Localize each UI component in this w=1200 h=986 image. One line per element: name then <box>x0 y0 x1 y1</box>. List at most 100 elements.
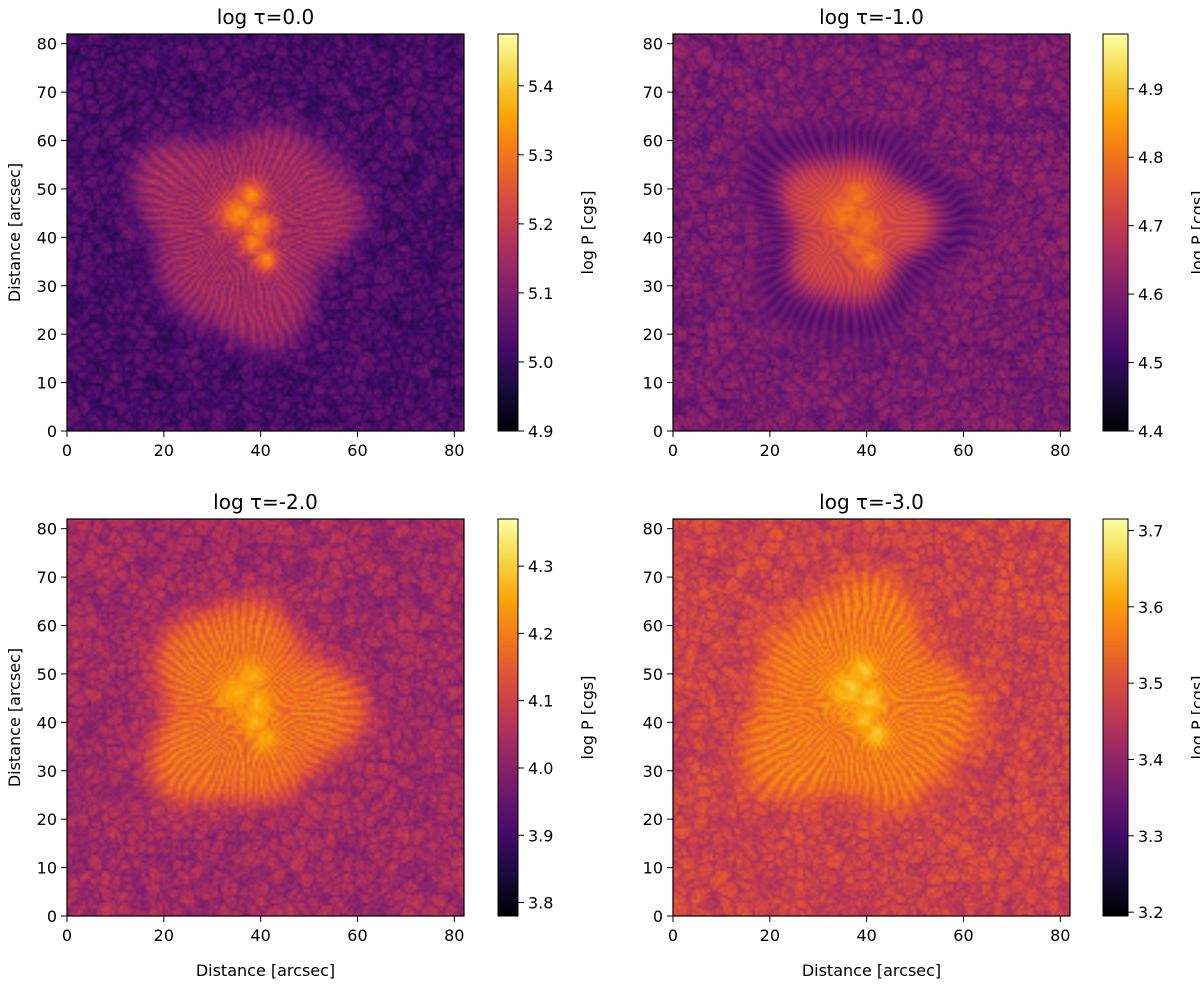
plot-frame <box>66 518 465 917</box>
y-tick-label: 70 <box>37 83 57 102</box>
colorbar-tick-label: 3.8 <box>528 894 553 913</box>
x-tick-label: 20 <box>760 441 780 460</box>
x-tick-label: 0 <box>668 926 678 945</box>
x-tick-label: 60 <box>953 441 973 460</box>
y-tick-label: 0 <box>47 422 57 441</box>
x-tick-label: 40 <box>856 926 876 945</box>
heatmap-image <box>67 34 464 431</box>
y-tick-label: 40 <box>643 713 663 732</box>
colorbar-tick-label: 4.1 <box>528 692 553 711</box>
colorbar-tick-label: 5.4 <box>528 77 553 96</box>
x-tick-label: 80 <box>1050 441 1070 460</box>
y-tick-label: 80 <box>37 35 57 54</box>
y-tick-label: 80 <box>643 35 663 54</box>
y-axis-label: Distance [arcsec] <box>5 163 24 302</box>
colorbar-label: log P [cgs] <box>1188 676 1200 760</box>
x-axis-label: Distance [arcsec] <box>196 961 335 980</box>
y-tick-label: 70 <box>37 568 57 587</box>
plot-frame <box>672 33 1071 432</box>
x-tick-label: 20 <box>154 441 174 460</box>
y-tick-label: 30 <box>37 762 57 781</box>
colorbar-label: log P [cgs] <box>578 191 597 275</box>
panel-4: log τ=-3.0 0 20 40 60 80 0 10 20 30 40 50 60 70 80 Dist… <box>643 490 1200 980</box>
y-tick-label: 70 <box>643 568 663 587</box>
colorbar-tick-label: 3.2 <box>1138 903 1163 922</box>
colorbar-frame <box>1102 518 1129 917</box>
colorbar-frame <box>1102 33 1129 432</box>
panel-title: log τ=-3.0 <box>819 490 924 514</box>
y-tick-label: 60 <box>37 617 57 636</box>
x-tick-label: 20 <box>760 926 780 945</box>
colorbar-tick-label: 5.1 <box>528 284 553 303</box>
x-tick-label: 0 <box>668 441 678 460</box>
panel-title: log τ=-2.0 <box>213 490 318 514</box>
panel-2: log τ=-1.00 20 40 60 80010203040506070804.44… <box>643 5 1200 460</box>
x-axis-label: Distance [arcsec] <box>802 961 941 980</box>
y-tick-label: 50 <box>643 665 663 684</box>
y-tick-label: 40 <box>643 228 663 247</box>
x-tick-label: 60 <box>953 926 973 945</box>
x-tick-label: 0 <box>62 926 72 945</box>
panel-3: log τ=-2.0 0 20 40 60 80 0 10 20 30 40 50 60 70 80 Dist… <box>5 490 597 980</box>
y-tick-label: 30 <box>643 277 663 296</box>
colorbar-tick-label: 4.4 <box>1138 422 1163 441</box>
heatmap-image <box>67 519 464 916</box>
y-tick-label: 60 <box>37 132 57 151</box>
colorbar-tick-label: 4.0 <box>528 759 553 778</box>
x-tick-label: 40 <box>250 926 270 945</box>
y-tick-label: 60 <box>643 132 663 151</box>
x-tick-label: 80 <box>444 441 464 460</box>
x-tick-label: 40 <box>856 441 876 460</box>
y-tick-label: 10 <box>37 859 57 878</box>
colorbar-gradient <box>498 519 518 916</box>
panel-title: log τ=-1.0 <box>819 5 924 29</box>
colorbar-tick-label: 4.8 <box>1138 148 1163 167</box>
plot-frame <box>66 33 465 432</box>
colorbar-tick-label: 4.5 <box>1138 354 1163 373</box>
y-tick-label: 20 <box>643 325 663 344</box>
y-axis-label: Distance [arcsec] <box>5 648 24 787</box>
y-tick-label: 40 <box>37 228 57 247</box>
colorbar-tick-label: 5.0 <box>528 353 553 372</box>
y-tick-label: 30 <box>643 762 663 781</box>
y-tick-label: 70 <box>643 83 663 102</box>
y-tick-label: 20 <box>643 810 663 829</box>
colorbar-tick-label: 4.2 <box>528 624 553 643</box>
colorbar-tick-label: 5.2 <box>528 215 553 234</box>
colorbar: 4.9 5.0 5.1 5.2 5.3 5.4 log P [cgs] <box>497 33 597 441</box>
x-tick-label: 80 <box>444 926 464 945</box>
y-tick-label: 20 <box>37 810 57 829</box>
panel-title: log τ=0.0 <box>217 5 314 29</box>
colorbar-gradient <box>1103 34 1128 431</box>
y-tick-label: 80 <box>37 520 57 539</box>
heatmap-image <box>673 519 1070 916</box>
x-tick-label: 20 <box>154 926 174 945</box>
y-tick-label: 60 <box>643 617 663 636</box>
y-tick-label: 50 <box>643 180 663 199</box>
colorbar-gradient <box>498 34 518 431</box>
x-tick-label: 60 <box>347 441 367 460</box>
y-tick-label: 20 <box>37 325 57 344</box>
x-tick-label: 60 <box>347 926 367 945</box>
colorbar-tick-label: 4.9 <box>1138 80 1163 99</box>
y-tick-label: 0 <box>47 907 57 926</box>
colorbar-tick-label: 3.3 <box>1138 827 1163 846</box>
colorbar-tick-label: 3.7 <box>1138 521 1163 540</box>
y-tick-label: 30 <box>37 277 57 296</box>
colorbar-tick-label: 4.6 <box>1138 285 1163 304</box>
colorbar-tick-label: 5.3 <box>528 146 553 165</box>
x-tick-label: 0 <box>62 441 72 460</box>
colorbar-tick-label: 3.9 <box>528 826 553 845</box>
colorbar: 3.8 3.9 4.0 4.1 4.2 4.3 log P [cgs] <box>497 518 597 917</box>
y-tick-label: 40 <box>37 713 57 732</box>
colorbar-label: log P [cgs] <box>578 676 597 760</box>
colorbar-tick-label: 4.9 <box>528 422 553 441</box>
colorbar-tick-label: 3.5 <box>1138 674 1163 693</box>
colorbar: 3.2 3.3 3.4 3.5 3.6 3.7 log P [cgs] <box>1102 518 1200 922</box>
colorbar-frame <box>497 518 519 917</box>
colorbar-frame <box>497 33 519 432</box>
y-tick-label: 10 <box>643 859 663 878</box>
x-tick-label: 40 <box>250 441 270 460</box>
panel-1: log τ=0.0 0 20 40 60 80 0 10 20 30 40 50 60 70 80 Dista… <box>5 5 597 460</box>
